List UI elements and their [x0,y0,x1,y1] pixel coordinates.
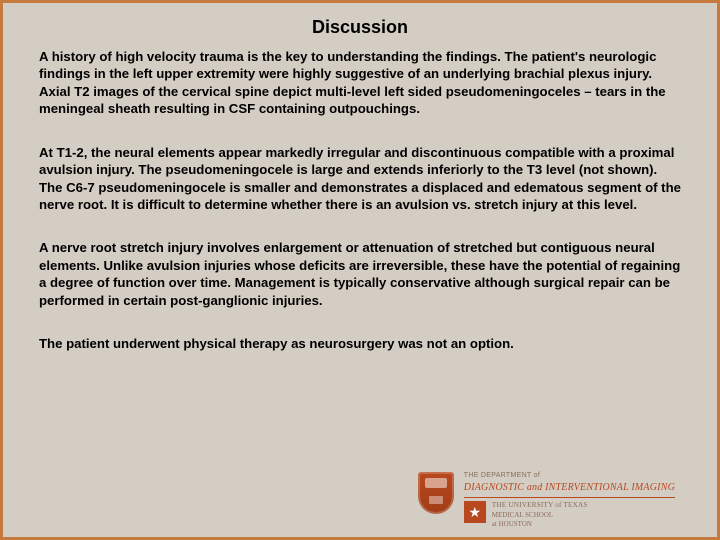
body-paragraph: At T1-2, the neural elements appear mark… [39,144,681,214]
logo-divider [464,497,675,498]
uni-school: MEDICAL SCHOOL [492,511,588,520]
shield-icon [418,472,454,514]
ut-text-block: THE UNIVERSITY of TEXAS MEDICAL SCHOOL a… [492,501,588,529]
logo-text-block: THE DEPARTMENT of DIAGNOSTIC and INTERVE… [464,472,675,529]
ut-star-icon: ★ [464,501,486,523]
body-paragraph: A history of high velocity trauma is the… [39,48,681,118]
uni-prefix: THE UNIVERSITY of TEXAS [492,501,588,510]
uni-location: at HOUSTON [492,520,588,529]
dept-main: DIAGNOSTIC and INTERVENTIONAL IMAGING [464,482,675,495]
slide-title: Discussion [39,17,681,38]
department-logo: THE DEPARTMENT of DIAGNOSTIC and INTERVE… [418,472,675,529]
body-paragraph: The patient underwent physical therapy a… [39,335,681,352]
logo-bottom-row: ★ THE UNIVERSITY of TEXAS MEDICAL SCHOOL… [464,501,675,529]
body-paragraph: A nerve root stretch injury involves enl… [39,239,681,309]
dept-prefix: THE DEPARTMENT of [464,472,675,481]
